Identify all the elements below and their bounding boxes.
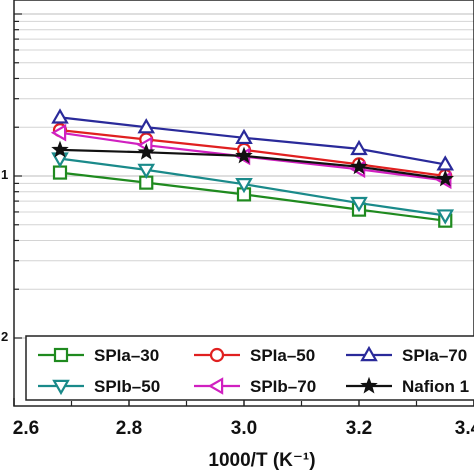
- legend-marker: [360, 345, 378, 362]
- data-point: [51, 140, 69, 158]
- legend-marker: [207, 377, 224, 395]
- y-tick-label: 1: [1, 167, 8, 182]
- legend-label: Nafion 1: [402, 377, 469, 396]
- legend-marker: [360, 376, 378, 394]
- legend-marker: [52, 379, 70, 396]
- data-point: [436, 209, 455, 225]
- series-triangle-up: [51, 108, 455, 171]
- legend-box: [25, 335, 474, 401]
- legend-label: SPIb–50: [94, 377, 160, 396]
- y-tick-label: 2: [1, 329, 8, 344]
- legend-item: SPIa–70: [346, 345, 467, 365]
- series-layer: [50, 108, 455, 228]
- legend-label: SPIb–70: [250, 377, 316, 396]
- data-point: [137, 163, 156, 180]
- legend-item: SPIa–50: [194, 346, 315, 365]
- x-tick-label: 2.8: [116, 418, 142, 439]
- x-tick-label: 2.6: [13, 418, 39, 439]
- x-tick-label: 3.4: [455, 418, 474, 439]
- data-point: [52, 165, 68, 180]
- series-line: [59, 171, 446, 222]
- legend-item: SPIb–50: [38, 377, 160, 396]
- data-point: [350, 157, 368, 175]
- legend-label: SPIa–70: [402, 346, 467, 365]
- legend-label: SPIa–30: [94, 346, 159, 365]
- legend-item: SPIa–30: [38, 346, 159, 365]
- series-triangle-down: [51, 152, 455, 225]
- data-point: [235, 128, 253, 145]
- legend-item: Nafion 1: [346, 376, 469, 396]
- x-tick-label: 3.0: [231, 418, 257, 439]
- legend-label: SPIa–50: [250, 346, 315, 365]
- data-point: [51, 108, 69, 124]
- legend: SPIa–30 SPIa–50 SPIa–70 SPIb–50 SPIb–70 Nafio…: [25, 335, 474, 401]
- data-point: [137, 143, 156, 160]
- data-point: [235, 146, 253, 164]
- x-tick-label: 3.2: [346, 418, 372, 439]
- data-point: [436, 155, 455, 171]
- x-axis-label: 1000/T (K⁻¹): [208, 450, 315, 471]
- data-point: [436, 169, 455, 187]
- legend-item: SPIb–70: [194, 377, 316, 396]
- data-point: [50, 123, 67, 142]
- series-star: [51, 140, 455, 187]
- data-point: [235, 177, 253, 194]
- gridlines: [14, 13, 474, 339]
- data-point: [137, 118, 156, 134]
- axes: 2.6 2.8 3.0 3.2 3.4 1 2 1000/T (K⁻¹): [1, 13, 474, 471]
- data-point: [350, 196, 368, 213]
- legend-marker: [209, 347, 225, 363]
- legend-marker: [53, 347, 69, 363]
- data-point: [350, 139, 368, 156]
